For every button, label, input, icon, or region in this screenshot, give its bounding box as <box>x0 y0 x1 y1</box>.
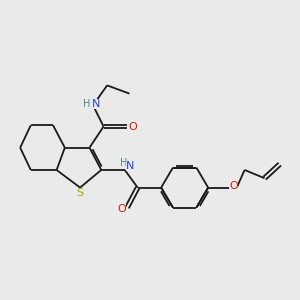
Text: O: O <box>128 122 136 131</box>
Text: O: O <box>118 204 126 214</box>
Text: H: H <box>120 158 127 168</box>
Text: N: N <box>126 161 134 171</box>
Text: S: S <box>76 188 84 199</box>
Text: N: N <box>92 99 100 109</box>
Text: H: H <box>83 99 90 109</box>
Text: O: O <box>229 182 238 191</box>
